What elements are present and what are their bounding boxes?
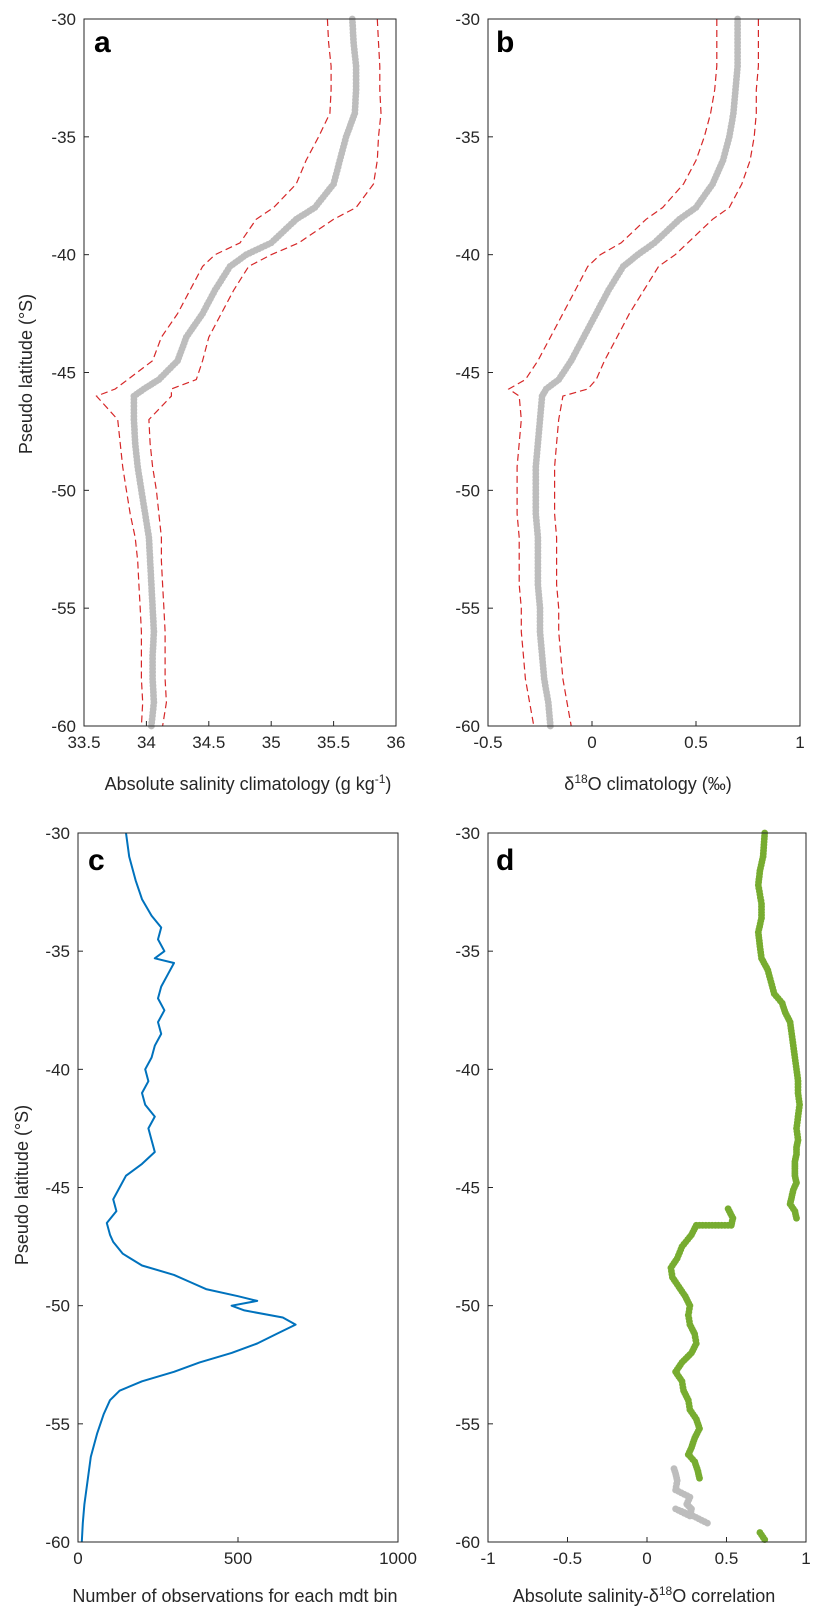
confidence-bound-line xyxy=(148,18,382,727)
y-tick-label: -50 xyxy=(45,1297,70,1316)
y-tick-label: -40 xyxy=(51,246,76,265)
y-tick-label: -60 xyxy=(455,717,480,736)
x-axis-label: Number of observations for each mdt bin xyxy=(72,1586,397,1606)
y-tick-label: -55 xyxy=(51,599,76,618)
series-layer xyxy=(507,15,760,730)
panel-letter: b xyxy=(496,26,514,59)
y-tick-labels: -30 -35 -40 -45 -50 -55 -60 xyxy=(51,10,76,736)
y-tick-label: -35 xyxy=(455,128,480,147)
x-tick-label: 34 xyxy=(137,733,156,752)
y-tick-label: -45 xyxy=(51,364,76,383)
panel-b: -0.5 0 0.5 1 -30 -35 -40 -45 -50 -55 -60 b δ18O c… xyxy=(455,10,804,794)
y-tick-label: -50 xyxy=(455,481,480,500)
x-tick-label: 0 xyxy=(587,733,596,752)
y-tick-label: -60 xyxy=(51,717,76,736)
x-axis-label: δ18O climatology (‰) xyxy=(564,772,731,794)
data-point xyxy=(793,1214,800,1222)
x-tick-labels: -0.5 0 0.5 1 xyxy=(473,733,804,752)
y-tick-label: -60 xyxy=(455,1533,480,1552)
x-tick-label: -0.5 xyxy=(473,733,502,752)
y-tick-label: -45 xyxy=(455,1179,480,1198)
x-tick-labels: 0 500 1000 xyxy=(73,1549,417,1568)
x-tick-label: -1 xyxy=(480,1549,495,1568)
x-tick-labels: -1 -0.5 0 0.5 1 xyxy=(480,1549,810,1568)
y-tick-label: -55 xyxy=(45,1415,70,1434)
axes-frame xyxy=(487,832,807,1543)
y-tick-label: -55 xyxy=(455,599,480,618)
y-tick-label: -55 xyxy=(455,1415,480,1434)
plot-bounds xyxy=(77,832,399,1543)
y-tick-label: -45 xyxy=(455,364,480,383)
y-tick-label: -60 xyxy=(45,1533,70,1552)
y-tick-label: -40 xyxy=(455,246,480,265)
series-layer xyxy=(95,15,382,730)
x-tick-label: 35 xyxy=(262,733,281,752)
x-tick-label: 0.5 xyxy=(684,733,708,752)
y-tick-label: -30 xyxy=(51,10,76,29)
data-point xyxy=(761,1536,769,1543)
y-tick-labels: -30 -35 -40 -45 -50 -55 -60 xyxy=(45,824,70,1552)
panel-letter: c xyxy=(88,844,105,877)
panel-letter: d xyxy=(496,844,514,877)
x-axis-label: Absolute salinity climatology (g kg-1) xyxy=(105,772,392,794)
y-tick-label: -40 xyxy=(45,1060,70,1079)
x-tick-label: 34.5 xyxy=(192,733,225,752)
data-point xyxy=(704,1519,711,1527)
x-tick-label: 36 xyxy=(387,733,406,752)
confidence-bound-line xyxy=(95,18,332,727)
y-tick-labels: -30 -35 -40 -45 -50 -55 -60 xyxy=(455,10,480,736)
x-tick-label: 35.5 xyxy=(317,733,350,752)
y-tick-label: -30 xyxy=(455,824,480,843)
x-tick-labels: 33.5 34 34.5 35 35.5 36 xyxy=(67,733,405,752)
x-tick-label: 0 xyxy=(642,1549,651,1568)
plot-bounds xyxy=(487,18,801,727)
x-tick-label: 1000 xyxy=(379,1549,417,1568)
plot-background xyxy=(78,833,398,1542)
axes-frame xyxy=(83,18,397,727)
panel-a: 33.5 34 34.5 35 35.5 36 -30 -35 -40 -45 -50 -55 -60… xyxy=(16,10,405,794)
data-point xyxy=(696,1474,703,1482)
y-axis-label: Pseudo latitude (°S) xyxy=(12,1105,32,1265)
y-tick-label: -50 xyxy=(51,481,76,500)
series-layer xyxy=(667,829,803,1543)
y-tick-label: -50 xyxy=(455,1297,480,1316)
y-tick-label: -35 xyxy=(45,942,70,961)
x-tick-label: 33.5 xyxy=(67,733,100,752)
y-tick-labels: -30 -35 -40 -45 -50 -55 -60 xyxy=(455,824,480,1552)
y-tick-label: -30 xyxy=(45,824,70,843)
panel-c: 0 500 1000 -30 -35 -40 -45 -50 -55 -60 c Number … xyxy=(12,824,417,1606)
y-tick-label: -40 xyxy=(455,1060,480,1079)
x-tick-label: 0.5 xyxy=(715,1549,739,1568)
y-tick-label: -45 xyxy=(45,1179,70,1198)
confidence-bound-line xyxy=(553,19,760,727)
plot-bounds xyxy=(487,832,807,1543)
y-axis-label: Pseudo latitude (°S) xyxy=(16,294,36,454)
x-tick-label: -0.5 xyxy=(553,1549,582,1568)
panel-d: -1 -0.5 0 0.5 1 -30 -35 -40 -45 -50 -55 -60 d Abso… xyxy=(455,824,810,1606)
panel-letter: a xyxy=(94,26,111,59)
x-tick-label: 0 xyxy=(73,1549,82,1568)
x-tick-label: 500 xyxy=(224,1549,252,1568)
y-tick-label: -35 xyxy=(455,942,480,961)
axes-frame xyxy=(77,832,399,1543)
y-tick-label: -35 xyxy=(51,128,76,147)
x-axis-label: Absolute salinity-δ18O correlation xyxy=(513,1584,776,1606)
y-tick-label: -30 xyxy=(455,10,480,29)
x-tick-label: 1 xyxy=(801,1549,810,1568)
x-tick-label: 1 xyxy=(795,733,804,752)
series-layer xyxy=(80,832,297,1543)
plot-background xyxy=(488,833,806,1542)
series-line xyxy=(80,832,297,1543)
plot-background xyxy=(488,19,800,726)
axes-frame xyxy=(487,18,801,727)
